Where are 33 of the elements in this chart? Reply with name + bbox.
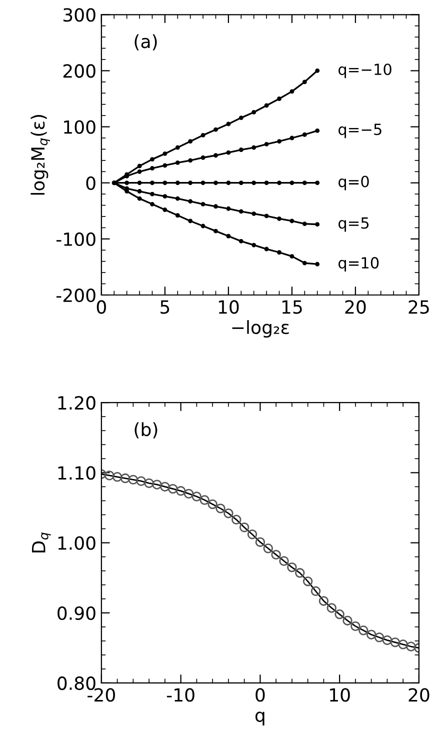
y-axis-title: D$_{q}$ <box>32 532 51 552</box>
x-tick-label: 20 <box>345 300 366 314</box>
y-tick-label: 0.90 <box>58 606 96 620</box>
x-tick-label: 5 <box>160 300 170 314</box>
x-axis-title: −log₂ε <box>232 320 289 338</box>
x-tick-label: 15 <box>282 300 302 314</box>
y-axis-title: log₂M$_{q}$(ε) <box>30 115 50 195</box>
y-tick-label: 300 <box>63 8 96 22</box>
x-tick-label: 20 <box>408 688 430 702</box>
legend-label: q=−5 <box>338 124 382 138</box>
series-label: q=5 <box>338 217 369 232</box>
x-axis-title: q <box>255 712 264 726</box>
annotation: (b) <box>134 422 158 438</box>
x-tick-label: -10 <box>166 688 194 702</box>
y-tick-label: -200 <box>56 288 96 302</box>
y-tick-label: 1.00 <box>58 536 96 550</box>
x-tick-label: 0 <box>256 688 265 702</box>
x-tick-label: 10 <box>218 300 239 314</box>
y-tick-label: 1.20 <box>58 396 96 410</box>
x-tick-label: 25 <box>408 300 429 314</box>
x-tick-label: 0 <box>96 300 106 314</box>
legend-label: q=−10 <box>338 64 392 78</box>
y-tick-label: 0.80 <box>58 676 96 690</box>
y-tick-label: 100 <box>64 120 96 134</box>
legend-label: q=10 <box>338 257 379 272</box>
x-tick-label: -20 <box>88 688 115 702</box>
y-tick-label: 200 <box>63 64 96 78</box>
y-tick-label: 0 <box>86 176 96 190</box>
y-tick-label: -100 <box>56 232 96 246</box>
series-label: q=0 <box>338 176 369 190</box>
y-tick-label: 1.10 <box>58 466 96 480</box>
annotation: (a) <box>134 34 157 50</box>
x-tick-label: 10 <box>330 688 350 702</box>
